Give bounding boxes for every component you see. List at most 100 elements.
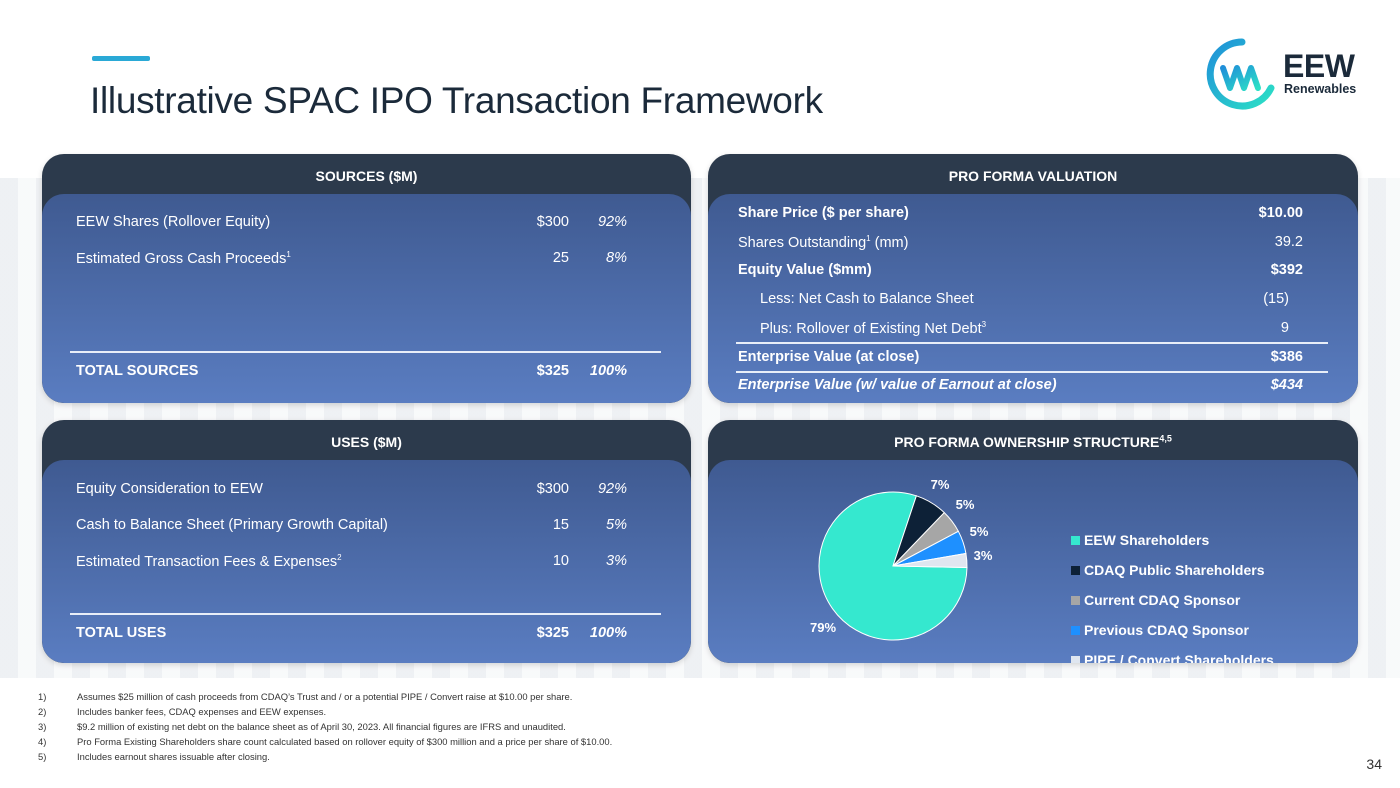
legend-item: Current CDAQ Sponsor [1071,592,1274,622]
row-amount: 25 [552,250,569,266]
row-value: $10.00 [1258,205,1303,221]
legend-swatch [1071,596,1080,605]
row-percent: 92% [597,481,627,497]
row-percent: 3% [606,553,627,569]
row-label: Estimated Transaction Fees & Expenses2 [76,553,342,570]
legend-swatch [1071,566,1080,575]
row-label: Equity Value ($mm) [738,262,872,278]
row-value: 9 [1280,320,1289,336]
chart-legend: EEW Shareholders CDAQ Public Shareholders… [1071,532,1274,663]
table-row: Plus: Rollover of Existing Net Debt3 9 [738,320,1303,344]
footnote: 1) Assumes $25 million of cash proceeds f… [38,691,573,702]
row-value: $392 [1270,262,1303,278]
legend-swatch [1071,656,1080,663]
table-row: Estimated Gross Cash Proceeds1 25 8% [76,250,661,274]
row-divider [736,342,1328,344]
eew-logo-icon [1206,38,1275,110]
logo-subtitle: Renewables [1284,82,1357,96]
total-divider [70,613,661,615]
row-percent: 92% [597,214,627,230]
table-row: Less: Net Cash to Balance Sheet (15) [738,291,1303,315]
footnote-ref: 1 [866,234,871,243]
row-percent: 8% [606,250,627,266]
uses-body: Equity Consideration to EEW $300 92% Cas… [42,460,691,663]
page-title: Illustrative SPAC IPO Transaction Framew… [90,80,823,121]
total-amount: $325 [536,363,569,379]
footnote-ref: 2 [337,553,342,562]
legend-item: Previous CDAQ Sponsor [1071,622,1274,652]
total-row: TOTAL SOURCES $325 100% [76,363,661,387]
total-percent: 100% [589,363,627,379]
total-label: TOTAL USES [76,625,167,641]
row-amount: $300 [536,481,569,497]
valuation-panel: PRO FORMA VALUATION Share Price ($ per s… [708,154,1358,403]
valuation-body: Share Price ($ per share) $10.00 Shares … [708,194,1358,403]
table-row: Equity Consideration to EEW $300 92% [76,481,661,505]
row-label: Estimated Gross Cash Proceeds1 [76,250,291,267]
legend-swatch [1071,536,1080,545]
legend-item: EEW Shareholders [1071,532,1274,562]
pie-chart: 79% 7% 5% 5% 3% [810,477,993,641]
uses-header: USES ($M) [331,434,402,450]
ownership-body: 79% 7% 5% 5% 3% EEW Shareholders CDAQ Public … [708,460,1358,663]
ownership-header: PRO FORMA OWNERSHIP STRUCTURE4,5 [894,433,1172,450]
table-row: Enterprise Value (at close) $386 [738,349,1303,373]
legend-label: PIPE / Convert Shareholders [1084,652,1274,663]
footnote: 3) $9.2 million of existing net debt on t… [38,721,566,732]
row-label: Shares Outstanding1 (mm) [738,234,909,251]
pie-label: 3% [974,548,993,563]
row-value: (15) [1263,291,1289,307]
total-label: TOTAL SOURCES [76,363,199,379]
legend-swatch [1071,626,1080,635]
sources-body: EEW Shares (Rollover Equity) $300 92% Es… [42,194,691,403]
row-amount: 10 [552,553,569,569]
pie-label: 79% [810,620,836,635]
ownership-panel: PRO FORMA OWNERSHIP STRUCTURE4,5 79% 7% 5%… [708,420,1358,663]
row-label: Enterprise Value (at close) [738,349,920,365]
pie-label: 7% [931,477,950,492]
row-label: Equity Consideration to EEW [76,481,263,497]
footnote-ref: 1 [286,250,291,259]
table-row: Cash to Balance Sheet (Primary Growth Ca… [76,517,661,541]
legend-label: CDAQ Public Shareholders [1084,562,1265,578]
total-divider [70,351,661,353]
row-amount: $300 [536,214,569,230]
row-percent: 5% [606,517,627,533]
table-row: Estimated Transaction Fees & Expenses2 1… [76,553,661,577]
sources-header: SOURCES ($M) [315,168,418,184]
page-number: 34 [1366,756,1382,772]
row-label: Share Price ($ per share) [738,205,909,221]
table-row: Enterprise Value (w/ value of Earnout at… [738,377,1303,401]
total-percent: 100% [589,625,627,641]
footnote-ref: 4,5 [1159,433,1172,444]
sources-panel: SOURCES ($M) EEW Shares (Rollover Equity… [42,154,691,403]
footnote: 4) Pro Forma Existing Shareholders share … [38,736,613,747]
uses-panel: USES ($M) Equity Consideration to EEW $3… [42,420,691,663]
valuation-header: PRO FORMA VALUATION [948,168,1118,184]
legend-label: EEW Shareholders [1084,532,1210,548]
row-value: $434 [1270,377,1303,393]
footnote: 2) Includes banker fees, CDAQ expenses an… [38,706,327,717]
row-label: Less: Net Cash to Balance Sheet [760,291,974,307]
table-row: Share Price ($ per share) $10.00 [738,205,1303,229]
table-row: Shares Outstanding1 (mm) 39.2 [738,234,1303,258]
ownership-chart: 79% 7% 5% 5% 3% EEW Shareholders CDAQ Public … [708,460,1358,663]
logo-wordmark: EEW [1283,48,1355,84]
pie-label: 5% [956,497,975,512]
footnotes: 1) Assumes $25 million of cash proceeds f… [38,689,612,764]
pie-slice-pipe-convert-shareholders [892,552,968,568]
row-label: Enterprise Value (w/ value of Earnout at… [738,377,1057,393]
table-row: EEW Shares (Rollover Equity) $300 92% [76,214,661,238]
legend-item: CDAQ Public Shareholders [1071,562,1274,592]
legend-item: PIPE / Convert Shareholders [1071,652,1274,663]
row-divider [736,371,1328,373]
row-label: Cash to Balance Sheet (Primary Growth Ca… [76,517,388,533]
eew-logo: EEW Renewables [1205,38,1357,110]
footnote: 5) Includes earnout shares issuable after… [38,751,270,762]
row-amount: 15 [552,517,569,533]
legend-label: Previous CDAQ Sponsor [1084,622,1249,638]
footnote-ref: 3 [981,320,987,329]
title-accent-bar [92,56,150,61]
total-amount: $325 [536,625,569,641]
table-row: Equity Value ($mm) $392 [738,262,1303,286]
